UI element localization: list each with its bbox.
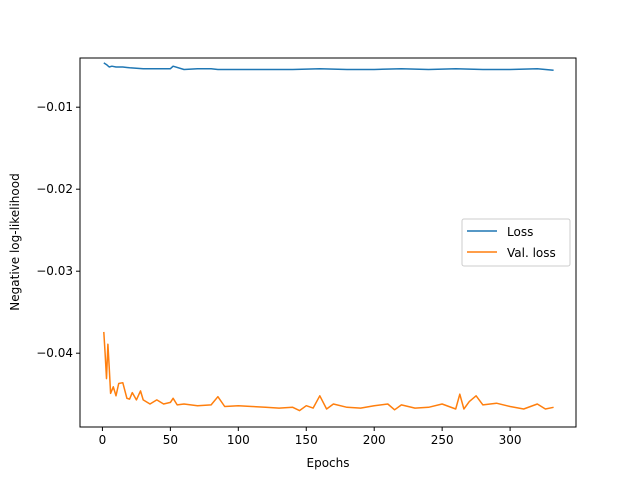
x-tick-label: 0 [99,433,107,447]
legend-val-loss-label: Val. loss [507,246,556,260]
y-axis-label: Negative log-likelihood [8,173,22,310]
series-line-loss [103,62,554,72]
series-line-val-loss [103,331,554,412]
y-tick-label: −0.01 [36,100,73,114]
x-tick-label: 250 [431,433,454,447]
x-axis-ticks: 0 50 100 150 200 250 300 [99,427,522,447]
x-tick-label: 100 [227,433,250,447]
x-tick-label: 50 [163,433,178,447]
x-tick-label: 150 [295,433,318,447]
y-tick-label: −0.02 [36,182,73,196]
plot-frame [79,57,577,428]
x-axis-label: Epochs [307,456,350,470]
legend: Loss Val. loss [461,218,571,267]
y-tick-label: −0.03 [36,264,73,278]
y-tick-label: −0.04 [36,346,73,360]
x-tick-label: 200 [363,433,386,447]
y-axis-ticks: −0.01 −0.02 −0.03 −0.04 [36,100,80,360]
x-tick-label: 300 [499,433,522,447]
series-layer [103,62,554,412]
legend-loss-label: Loss [507,225,533,239]
